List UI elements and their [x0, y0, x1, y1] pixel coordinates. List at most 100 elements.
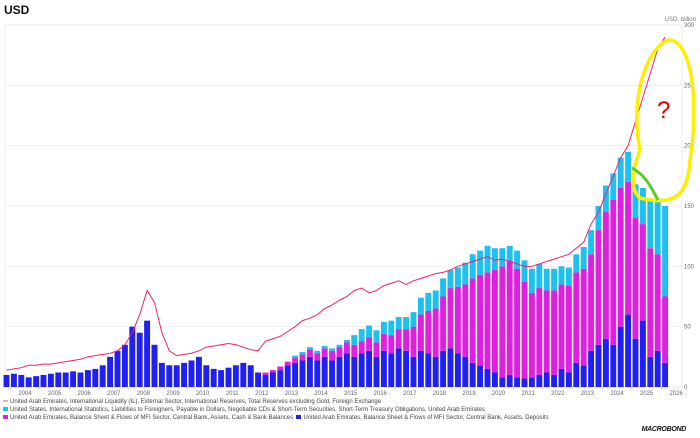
bar-cash — [321, 348, 328, 357]
bar-us-liabilities — [343, 339, 350, 343]
bar-deposits — [114, 350, 121, 387]
bar-us-liabilities — [595, 206, 602, 231]
bar-us-liabilities — [410, 312, 417, 327]
bar-deposits — [366, 350, 373, 387]
bar-us-liabilities — [380, 321, 387, 334]
bar-deposits — [403, 350, 410, 387]
bar-cash — [477, 274, 484, 366]
bar-us-liabilities — [403, 317, 410, 330]
bar-deposits — [491, 372, 498, 387]
bar-cash — [536, 288, 543, 375]
bar-deposits — [84, 370, 91, 387]
bar-cash — [454, 286, 461, 354]
bar-us-liabilities — [292, 355, 299, 359]
bar-cash — [565, 285, 572, 373]
bar-deposits — [47, 373, 54, 387]
bar-deposits — [551, 374, 558, 387]
bar-deposits — [425, 353, 432, 387]
bar-deposits — [203, 365, 210, 387]
bar-deposits — [373, 356, 380, 387]
bar-deposits — [388, 353, 395, 387]
x-tick-label: 2023 — [581, 391, 595, 397]
y-tick-label: 50 — [684, 325, 691, 331]
bar-us-liabilities — [395, 317, 402, 330]
bar-deposits — [292, 362, 299, 387]
bar-cash — [277, 366, 284, 371]
bar-cash — [654, 254, 661, 351]
bar-deposits — [129, 326, 136, 387]
bar-deposits — [358, 353, 365, 387]
y-tick-label: 0 — [684, 385, 688, 391]
bar-deposits — [277, 370, 284, 387]
bar-us-liabilities — [329, 348, 336, 351]
bar-cash — [262, 372, 269, 375]
macrobond-logo: MACROBOND — [641, 426, 687, 433]
bar-cash — [343, 342, 350, 354]
y-tick-label: 200 — [684, 144, 695, 150]
annotation-ellipse — [631, 38, 696, 203]
bar-deposits — [528, 377, 535, 387]
legend-label: United States, International Statistics,… — [10, 407, 485, 413]
x-tick-label: 2006 — [78, 391, 92, 397]
bar-deposits — [617, 326, 624, 387]
bar-us-liabilities — [454, 267, 461, 287]
bar-deposits — [232, 365, 239, 387]
bar-deposits — [247, 365, 254, 387]
bar-cash — [662, 296, 669, 363]
x-tick-label: 2007 — [107, 391, 121, 397]
bar-deposits — [3, 374, 10, 387]
bar-cash — [573, 272, 580, 363]
bar-deposits — [136, 332, 143, 387]
bar-cash — [299, 354, 306, 361]
bar-deposits — [188, 360, 195, 387]
bar-cash — [543, 290, 550, 373]
x-tick-label: 2014 — [314, 391, 328, 397]
bar-cash — [432, 308, 439, 357]
bar-us-liabilities — [617, 157, 624, 188]
bar-cash — [306, 349, 313, 357]
bar-deposits — [602, 338, 609, 387]
bar-deposits — [62, 372, 69, 387]
bar-deposits — [255, 372, 262, 387]
bar-deposits — [625, 314, 632, 387]
bar-us-liabilities — [588, 230, 595, 255]
bar-deposits — [218, 370, 225, 387]
bar-deposits — [144, 320, 151, 387]
legend-item-cash: United Arab Emirates, Balance Sheet & Fl… — [3, 415, 549, 421]
chart: 0 50 100 150 200 250 300 2004 2005 2006 2007 2008 20… — [3, 23, 696, 397]
bar-us-liabilities — [299, 352, 306, 355]
bar-us-liabilities — [351, 335, 358, 345]
bar-us-liabilities — [477, 250, 484, 275]
bar-deposits — [306, 356, 313, 387]
bar-cash — [425, 310, 432, 354]
bar-cash — [514, 268, 521, 378]
bar-deposits — [588, 350, 595, 387]
bar-cash — [521, 282, 528, 379]
x-tick-label: 2018 — [433, 391, 447, 397]
bar-deposits — [514, 377, 521, 387]
bar-deposits — [543, 372, 550, 387]
y-tick-label: 300 — [684, 23, 695, 29]
bar-cash — [336, 347, 343, 357]
bar-cash — [499, 266, 506, 378]
bar-deposits — [632, 338, 639, 387]
bar-deposits — [462, 356, 469, 387]
bar-deposits — [610, 344, 617, 387]
bar-us-liabilities — [639, 187, 646, 225]
bar-cash — [358, 341, 365, 354]
y-tick-label: 100 — [684, 264, 695, 270]
bar-deposits — [99, 365, 106, 387]
bar-deposits — [269, 372, 276, 387]
bar-deposits — [25, 377, 32, 387]
bar-deposits — [166, 365, 173, 387]
x-tick-label: 2009 — [166, 391, 180, 397]
bar-cash — [284, 361, 291, 366]
bar-us-liabilities — [314, 350, 321, 354]
bar-cash — [366, 337, 373, 351]
bar-us-liabilities — [484, 245, 491, 273]
legend-label: United Arab Emirates, Balance Sheet & Fl… — [303, 415, 549, 421]
bar-us-liabilities — [336, 344, 343, 348]
bar-cash — [469, 278, 476, 363]
bar-deposits — [343, 353, 350, 387]
bar-us-liabilities — [654, 199, 661, 255]
